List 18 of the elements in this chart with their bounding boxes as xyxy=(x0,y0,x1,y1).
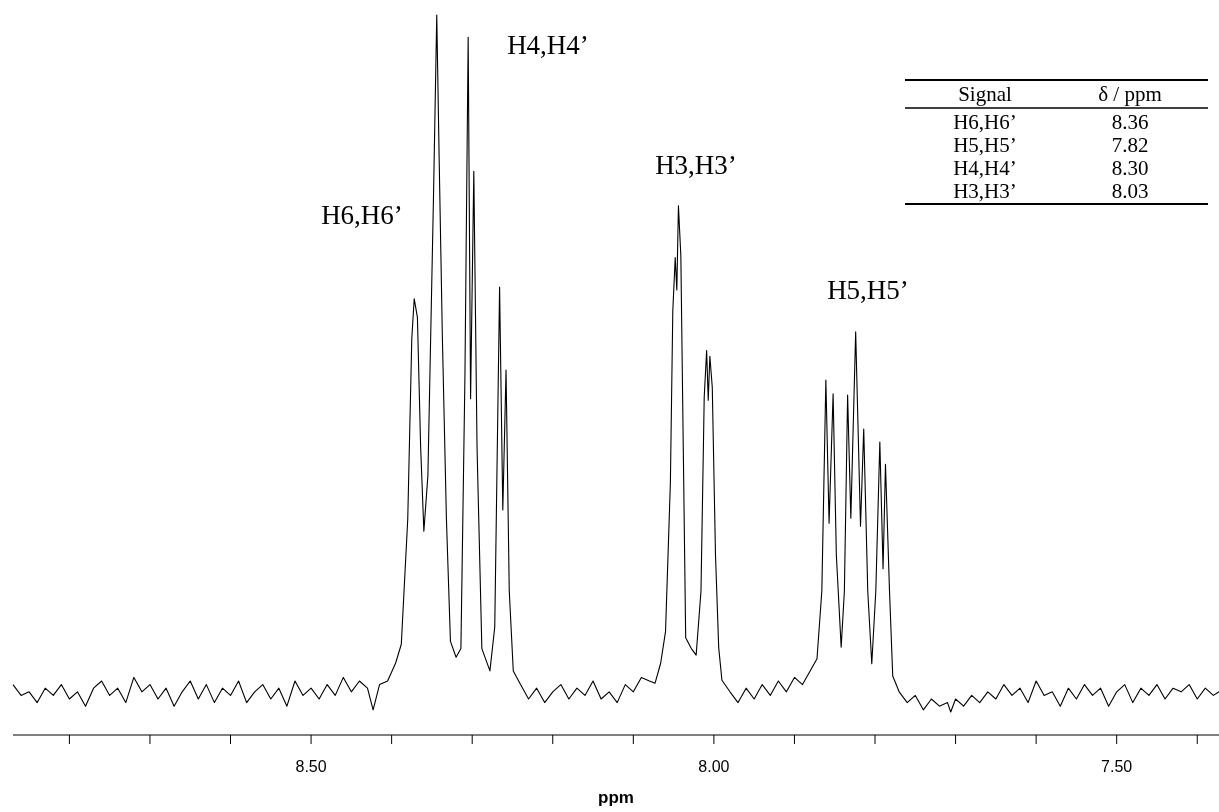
annotation: H6,H6’ xyxy=(321,200,403,230)
annotation: 8.36 xyxy=(1111,110,1149,134)
annotation: H6,H6’ xyxy=(953,110,1017,134)
annotation: Signal xyxy=(958,82,1012,106)
annotation: H4,H4’ xyxy=(953,156,1017,180)
annotation: H4,H4’ xyxy=(507,30,589,60)
annotation: 8.30 xyxy=(1111,156,1149,180)
x-tick-label: 8.00 xyxy=(698,758,730,775)
annotation: 8.03 xyxy=(1111,179,1149,203)
x-tick-label: 8.50 xyxy=(295,758,327,775)
annotation: H5,H5’ xyxy=(827,275,909,305)
annotation: 7.82 xyxy=(1111,133,1149,157)
x-axis-title: ppm xyxy=(598,788,634,807)
annotation: H5,H5’ xyxy=(953,133,1017,157)
annotation: H3,H3’ xyxy=(655,150,737,180)
annotation: δ / ppm xyxy=(1098,82,1162,106)
x-tick-label: 7.50 xyxy=(1101,758,1133,775)
annotation: H3,H3’ xyxy=(953,179,1017,203)
